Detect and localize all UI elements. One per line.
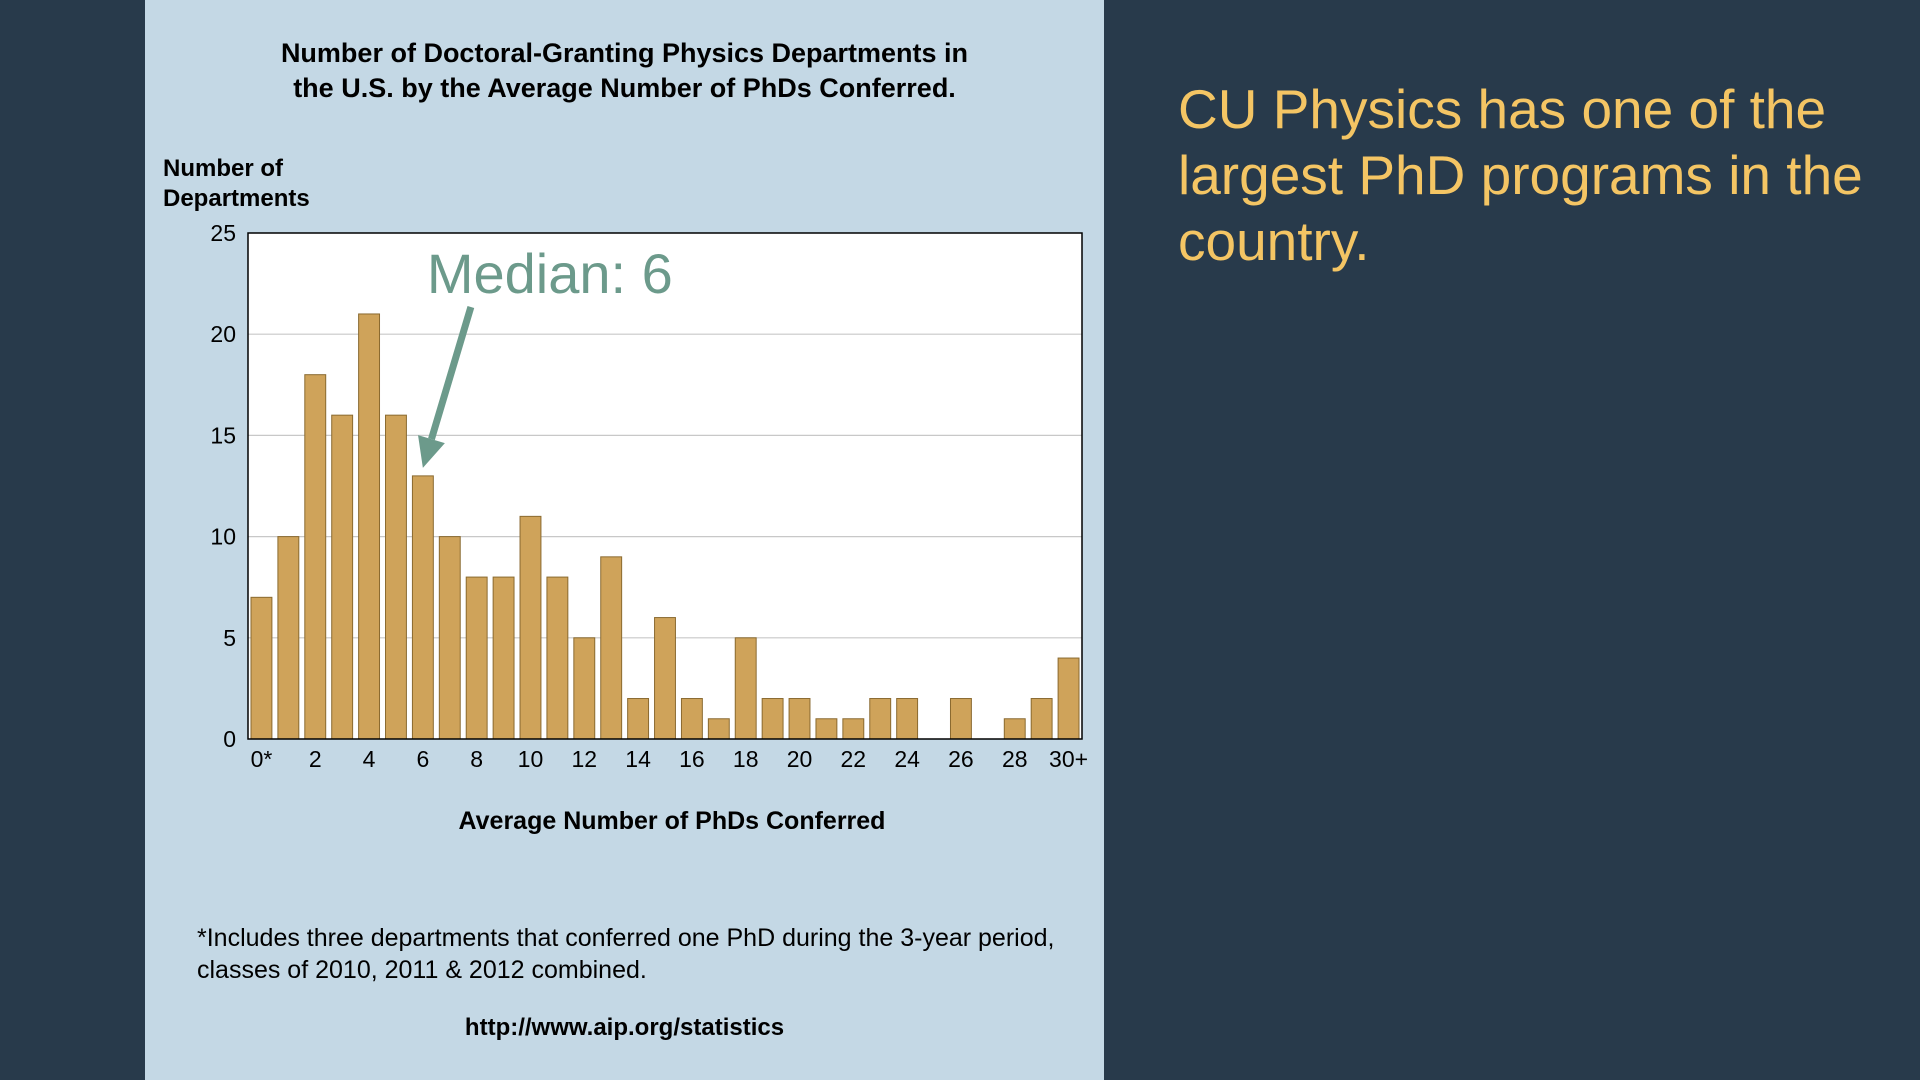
x-tick-label: 4 <box>363 746 376 772</box>
bar <box>1003 718 1026 740</box>
bar <box>896 698 919 740</box>
x-tick-label: 30+ <box>1049 746 1088 772</box>
x-tick-label: 22 <box>841 746 867 772</box>
median-annotation: Median: 6 <box>427 242 673 305</box>
x-tick-label: 20 <box>787 746 813 772</box>
x-tick-label: 28 <box>1002 746 1028 772</box>
x-tick-label: 8 <box>470 746 483 772</box>
bar <box>1057 657 1080 740</box>
bar <box>465 576 488 740</box>
bar <box>492 576 515 740</box>
x-tick-label: 16 <box>679 746 705 772</box>
bar <box>869 698 892 740</box>
bar <box>546 576 569 740</box>
y-tick-label: 20 <box>210 321 236 347</box>
x-axis-label: Average Number of PhDs Conferred <box>458 807 886 835</box>
annotation-arrow-head <box>418 435 445 468</box>
bar <box>680 698 703 740</box>
bar <box>573 637 596 740</box>
x-tick-label: 18 <box>733 746 759 772</box>
y-axis-label-text: Number of Departments <box>163 155 310 212</box>
x-tick-label: 6 <box>416 746 429 772</box>
x-tick-label: 26 <box>948 746 974 772</box>
bar <box>949 698 972 740</box>
bar <box>788 698 811 740</box>
bar <box>1030 698 1053 740</box>
plot-border <box>247 232 1083 740</box>
footnote: *Includes three departments that conferr… <box>197 924 1055 984</box>
chart-panel: Number of Doctoral-Granting Physics Depa… <box>145 0 1104 1080</box>
bar <box>358 313 381 740</box>
chart-title: Number of Doctoral-Granting Physics Depa… <box>280 38 969 103</box>
x-tick-label: 2 <box>309 746 322 772</box>
bar <box>277 536 300 740</box>
bar <box>654 617 676 740</box>
y-tick-label: 15 <box>210 422 236 448</box>
slide-headline: CU Physics has one of the largest PhD pr… <box>1178 78 1863 272</box>
y-axis-label: Number of Departments <box>163 154 363 214</box>
y-tick-label: 5 <box>223 625 236 651</box>
y-tick-label: 25 <box>210 220 236 246</box>
bar <box>385 414 407 740</box>
y-tick-label: 0 <box>223 726 236 752</box>
bar <box>815 718 838 740</box>
y-tick-label: 10 <box>210 524 236 550</box>
x-tick-label: 14 <box>625 746 651 772</box>
bar <box>707 718 730 740</box>
bar <box>304 374 327 740</box>
source-link[interactable]: http://www.aip.org/statistics <box>464 1014 785 1041</box>
bar <box>411 475 434 740</box>
x-tick-label: 24 <box>894 746 920 772</box>
bar <box>250 596 273 740</box>
bar <box>842 718 865 740</box>
bar <box>734 637 757 740</box>
bar <box>519 515 542 740</box>
annotation-arrow-shaft <box>428 305 475 441</box>
bar <box>627 698 650 740</box>
bar <box>438 536 461 740</box>
bar <box>331 414 354 740</box>
bar <box>600 556 623 740</box>
bar <box>761 698 784 740</box>
x-tick-label: 0* <box>251 746 273 772</box>
x-tick-label: 10 <box>518 746 544 772</box>
x-tick-label: 12 <box>571 746 597 772</box>
